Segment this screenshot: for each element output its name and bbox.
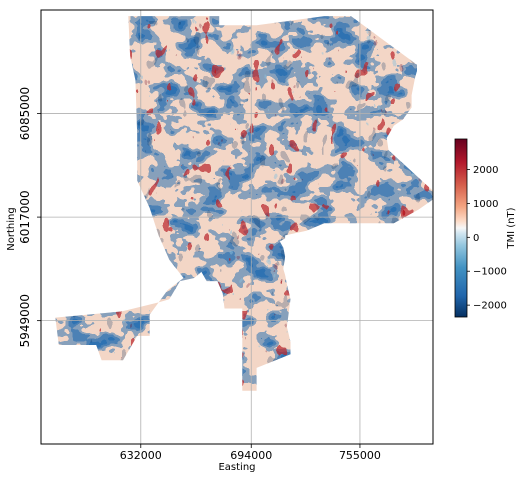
colorbar-tick-label: −2000 xyxy=(473,301,507,312)
colorbar-ticks: 2000 1000 0 −1000 −2000 xyxy=(467,165,507,312)
x-tick-label: 632000 xyxy=(120,449,162,462)
colorbar-tick-label: −1000 xyxy=(473,267,507,278)
axes-frame xyxy=(40,9,434,445)
y-axis-ticks: 5949000 6017000 6085000 xyxy=(18,87,41,347)
colorbar-tick-label: 1000 xyxy=(473,199,498,210)
colorbar-tick-label: 2000 xyxy=(473,165,498,176)
x-tick-label: 694000 xyxy=(230,449,272,462)
x-tick-label: 755000 xyxy=(339,449,381,462)
x-axis-label: Easting xyxy=(218,462,255,473)
y-axis-label: Northing xyxy=(6,207,17,250)
colorbar: 2000 1000 0 −1000 −2000 TMI (nT) xyxy=(454,138,517,318)
x-axis-ticks: 632000 694000 755000 xyxy=(120,444,381,462)
y-tick-label: 6017000 xyxy=(18,190,32,243)
y-tick-label: 5949000 xyxy=(18,294,32,347)
colorbar-tick-label: 0 xyxy=(473,233,479,244)
grid-lines xyxy=(41,10,433,444)
colorbar-gradient xyxy=(454,138,468,318)
colorbar-label: TMI (nT) xyxy=(506,207,517,249)
y-tick-label: 6085000 xyxy=(18,87,32,140)
